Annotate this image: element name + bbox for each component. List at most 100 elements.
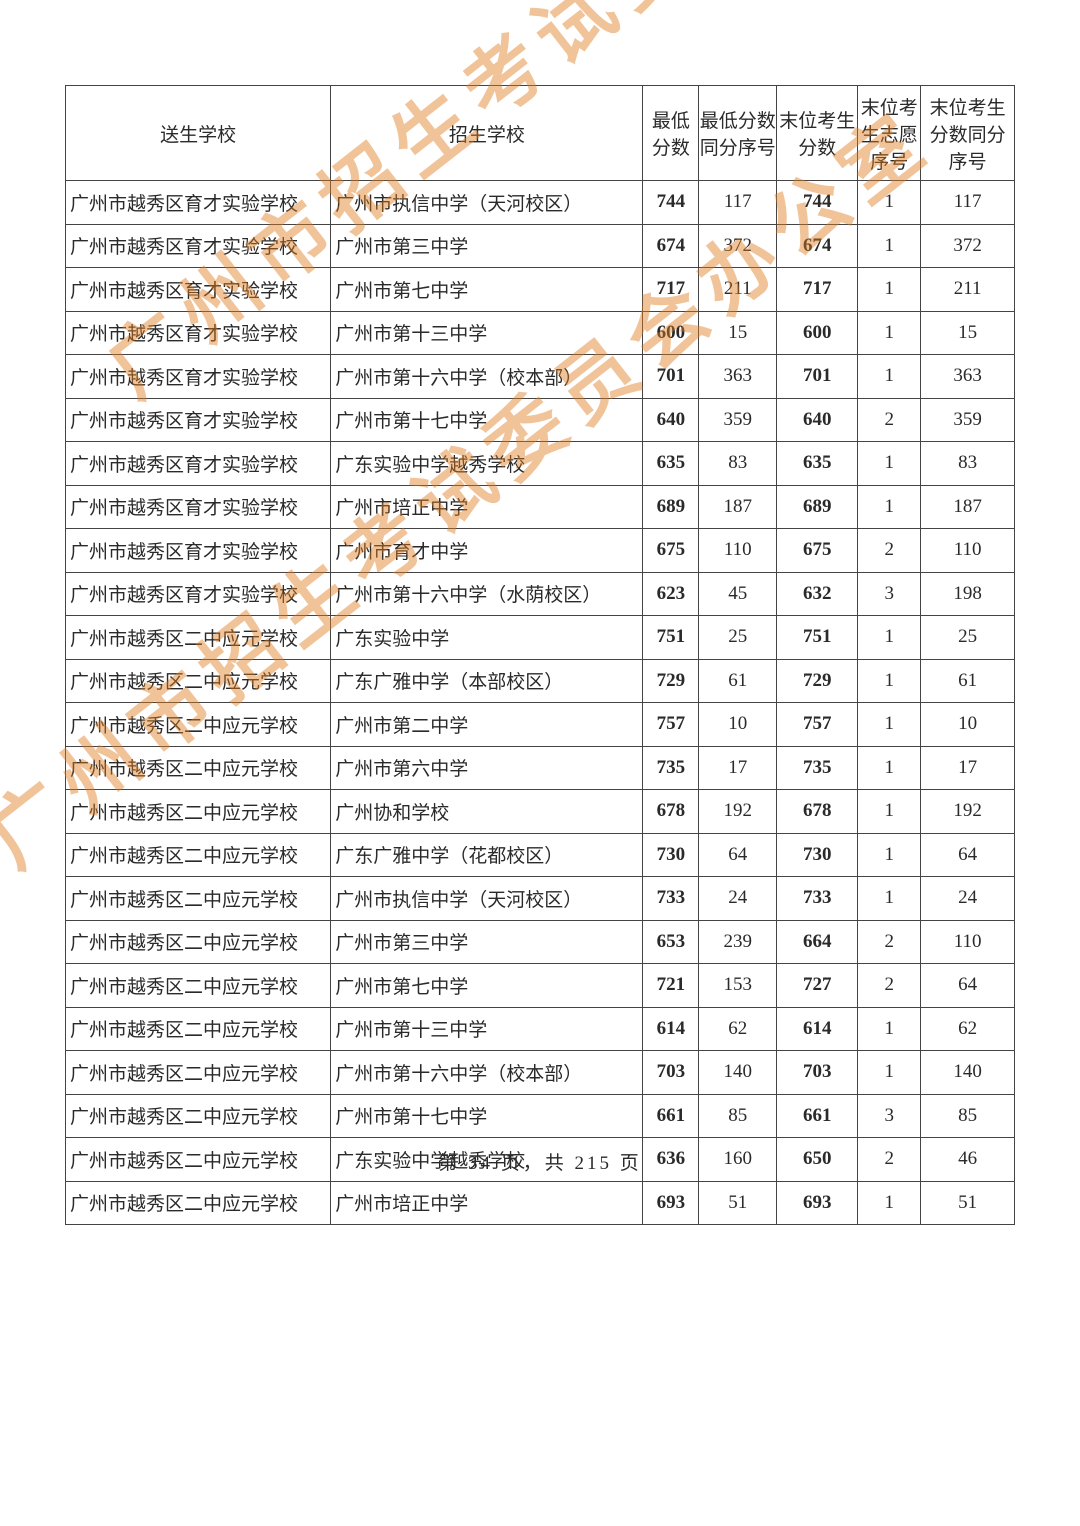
table-cell: 1 [858,485,921,529]
table-row: 广州市越秀区育才实验学校广州市第七中学7172117171211 [66,268,1015,312]
col-last-score: 末位考生分数 [777,86,858,181]
table-cell: 372 [921,224,1015,268]
table-cell: 广州市越秀区二中应元学校 [66,746,331,790]
table-cell: 614 [643,1007,699,1051]
table-cell: 239 [699,920,777,964]
table-cell: 85 [921,1094,1015,1138]
table-cell: 1 [858,442,921,486]
table-cell: 701 [643,355,699,399]
table-cell: 1 [858,1007,921,1051]
table-cell: 735 [777,746,858,790]
table-cell: 703 [643,1051,699,1095]
table-cell: 83 [921,442,1015,486]
table-cell: 广州市第十六中学（校本部） [331,1051,643,1095]
table-header-row: 送生学校 招生学校 最低分数 最低分数同分序号 末位考生分数 末位考生志愿序号 … [66,86,1015,181]
col-min-score-order: 最低分数同分序号 [699,86,777,181]
table-cell: 1 [858,181,921,225]
table-cell: 187 [921,485,1015,529]
table-row: 广州市越秀区育才实验学校广州市第十三中学60015600115 [66,311,1015,355]
table-cell: 632 [777,572,858,616]
table-cell: 2 [858,920,921,964]
table-cell: 110 [921,920,1015,964]
table-cell: 640 [777,398,858,442]
table-cell: 729 [643,659,699,703]
table-cell: 1 [858,268,921,312]
table-row: 广州市越秀区二中应元学校广州市第十七中学66185661385 [66,1094,1015,1138]
table-cell: 661 [777,1094,858,1138]
table-cell: 1 [858,703,921,747]
table-cell: 64 [921,833,1015,877]
table-cell: 2 [858,529,921,573]
table-cell: 757 [777,703,858,747]
table-cell: 广州市越秀区二中应元学校 [66,1007,331,1051]
table-cell: 广州市越秀区育才实验学校 [66,181,331,225]
table-cell: 640 [643,398,699,442]
table-cell: 广东实验中学越秀学校 [331,442,643,486]
col-admitting-school: 招生学校 [331,86,643,181]
table-row: 广州市越秀区育才实验学校广州市第十六中学（校本部）7013637011363 [66,355,1015,399]
table-row: 广州市越秀区二中应元学校广州协和学校6781926781192 [66,790,1015,834]
table-cell: 广州市越秀区二中应元学校 [66,964,331,1008]
table-cell: 广州市越秀区育才实验学校 [66,268,331,312]
table-cell: 600 [643,311,699,355]
table-cell: 3 [858,1094,921,1138]
table-cell: 广州市越秀区二中应元学校 [66,616,331,660]
table-row: 广州市越秀区二中应元学校广州市第十三中学61462614162 [66,1007,1015,1051]
table-cell: 363 [699,355,777,399]
table-cell: 703 [777,1051,858,1095]
table-cell: 751 [643,616,699,660]
table-cell: 广州市第三中学 [331,224,643,268]
table-cell: 689 [643,485,699,529]
table-cell: 10 [699,703,777,747]
table-row: 广州市越秀区育才实验学校广州市执信中学（天河校区）7441177441117 [66,181,1015,225]
table-cell: 363 [921,355,1015,399]
table-row: 广州市越秀区二中应元学校广东广雅中学（花都校区）73064730164 [66,833,1015,877]
table-cell: 广州市第十六中学（水荫校区） [331,572,643,616]
table-cell: 675 [643,529,699,573]
table-cell: 198 [921,572,1015,616]
table-cell: 广州市第二中学 [331,703,643,747]
table-cell: 广州市培正中学 [331,1181,643,1225]
table-row: 广州市越秀区二中应元学校广东实验中学75125751125 [66,616,1015,660]
table-cell: 614 [777,1007,858,1051]
footer-total: 215 [575,1153,613,1174]
table-cell: 661 [643,1094,699,1138]
table-cell: 广州市执信中学（天河校区） [331,877,643,921]
table-cell: 广州市育才中学 [331,529,643,573]
table-cell: 广州市培正中学 [331,485,643,529]
table-cell: 1 [858,355,921,399]
table-cell: 727 [777,964,858,1008]
table-cell: 17 [699,746,777,790]
table-cell: 110 [921,529,1015,573]
page-footer: 第 34 页，共 215 页 [0,1148,1080,1175]
table-cell: 广州市越秀区育才实验学校 [66,224,331,268]
table-cell: 1 [858,224,921,268]
table-cell: 62 [921,1007,1015,1051]
table-cell: 广东实验中学 [331,616,643,660]
table-cell: 51 [921,1181,1015,1225]
table-cell: 600 [777,311,858,355]
document-page: 广州市招生考试委员会办公室 广州市招生考试委员会办公室 送生学校 招生学校 最低… [0,0,1080,1270]
table-row: 广州市越秀区二中应元学校广州市第七中学721153727264 [66,964,1015,1008]
table-cell: 广州协和学校 [331,790,643,834]
table-cell: 1 [858,790,921,834]
table-cell: 635 [777,442,858,486]
table-cell: 广州市第十七中学 [331,1094,643,1138]
col-last-pref-order: 末位考生志愿序号 [858,86,921,181]
table-cell: 192 [921,790,1015,834]
table-cell: 64 [921,964,1015,1008]
table-cell: 117 [699,181,777,225]
table-cell: 广州市第三中学 [331,920,643,964]
table-cell: 110 [699,529,777,573]
table-cell: 359 [921,398,1015,442]
table-cell: 733 [777,877,858,921]
table-row: 广州市越秀区育才实验学校广州市第十七中学6403596402359 [66,398,1015,442]
table-cell: 730 [777,833,858,877]
table-cell: 187 [699,485,777,529]
table-cell: 广州市第十三中学 [331,311,643,355]
table-cell: 83 [699,442,777,486]
table-cell: 757 [643,703,699,747]
table-cell: 372 [699,224,777,268]
table-cell: 140 [921,1051,1015,1095]
table-cell: 744 [777,181,858,225]
